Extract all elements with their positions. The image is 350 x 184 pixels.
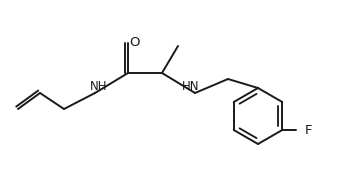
Text: NH: NH xyxy=(90,79,108,93)
Text: HN: HN xyxy=(182,79,200,93)
Text: F: F xyxy=(304,123,312,137)
Text: O: O xyxy=(129,36,139,49)
